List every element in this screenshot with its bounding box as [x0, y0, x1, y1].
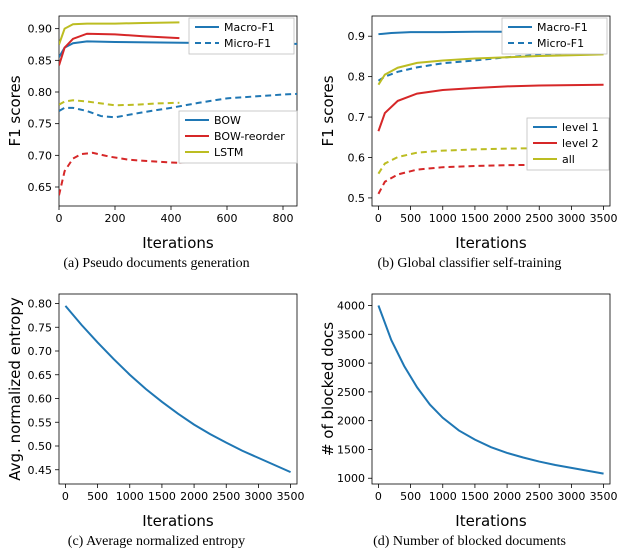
svg-text:# of blocked docs: # of blocked docs [319, 322, 337, 456]
chart-b: 0 500 1000 1500 2000 2500 3000 3500 0.5 0.6 0.7 0.8… [317, 6, 622, 254]
svg-text:0.70: 0.70 [28, 345, 53, 358]
svg-text:1500: 1500 [461, 490, 489, 503]
svg-text:1000: 1000 [429, 490, 457, 503]
svg-text:BOW-reorder: BOW-reorder [214, 130, 285, 143]
svg-text:2000: 2000 [337, 415, 365, 428]
svg-text:Macro-F1: Macro-F1 [537, 21, 588, 34]
svg-text:500: 500 [87, 490, 108, 503]
panel-c: 0 500 1000 1500 2000 2500 3000 3500 0.45 0.50 0.55… [0, 278, 313, 556]
svg-text:1000: 1000 [116, 490, 144, 503]
svg-text:200: 200 [105, 212, 126, 225]
svg-text:0.75: 0.75 [28, 321, 53, 334]
svg-text:0: 0 [56, 212, 63, 225]
caption-a: (a) Pseudo documents generation [4, 256, 309, 272]
svg-text:Iterations: Iterations [455, 234, 527, 252]
svg-text:2500: 2500 [525, 212, 553, 225]
svg-text:LSTM: LSTM [214, 146, 243, 159]
svg-text:0.80: 0.80 [28, 86, 53, 99]
svg-text:0.65: 0.65 [28, 369, 53, 382]
svg-text:0.45: 0.45 [28, 464, 53, 477]
svg-text:2000: 2000 [493, 490, 521, 503]
svg-text:0.60: 0.60 [28, 393, 53, 406]
svg-text:Macro-F1: Macro-F1 [224, 21, 275, 34]
svg-text:0.5: 0.5 [348, 192, 366, 205]
svg-text:0.70: 0.70 [28, 149, 53, 162]
svg-text:3000: 3000 [557, 490, 585, 503]
svg-text:Micro-F1: Micro-F1 [537, 37, 584, 50]
svg-text:3500: 3500 [590, 490, 618, 503]
svg-text:500: 500 [400, 212, 421, 225]
chart-a: 0 200 400 600 800 0.65 0.70 0.75 0.80 0.85 0.90 Ite… [4, 6, 309, 254]
svg-text:0.80: 0.80 [28, 298, 53, 311]
svg-text:0.85: 0.85 [28, 54, 53, 67]
svg-text:3500: 3500 [277, 490, 305, 503]
chart-d: 0 500 1000 1500 2000 2500 3000 3500 1000 1500 2000… [317, 284, 622, 532]
svg-text:1500: 1500 [461, 212, 489, 225]
svg-text:0.55: 0.55 [28, 416, 53, 429]
svg-text:2000: 2000 [180, 490, 208, 503]
svg-text:Avg. normalized entropy: Avg. normalized entropy [6, 297, 24, 481]
svg-text:0: 0 [62, 490, 69, 503]
svg-text:0.75: 0.75 [28, 118, 53, 131]
svg-text:0.6: 0.6 [348, 151, 366, 164]
svg-text:0.65: 0.65 [28, 181, 53, 194]
svg-text:3500: 3500 [590, 212, 618, 225]
svg-text:level 2: level 2 [562, 137, 599, 150]
svg-text:1500: 1500 [337, 443, 365, 456]
svg-text:2500: 2500 [337, 386, 365, 399]
panel-a: 0 200 400 600 800 0.65 0.70 0.75 0.80 0.85 0.90 Ite… [0, 0, 313, 278]
svg-text:3000: 3000 [337, 357, 365, 370]
svg-text:0: 0 [375, 490, 382, 503]
svg-text:0.8: 0.8 [348, 71, 366, 84]
panel-b: 0 500 1000 1500 2000 2500 3000 3500 0.5 0.6 0.7 0.8… [313, 0, 626, 278]
svg-text:F1 scores: F1 scores [319, 75, 337, 146]
svg-text:400: 400 [161, 212, 182, 225]
chart-c: 0 500 1000 1500 2000 2500 3000 3500 0.45 0.50 0.55… [4, 284, 309, 532]
svg-text:0.90: 0.90 [28, 23, 53, 36]
caption-c: (c) Average normalized entropy [4, 534, 309, 550]
svg-text:all: all [562, 153, 575, 166]
panel-d: 0 500 1000 1500 2000 2500 3000 3500 1000 1500 2000… [313, 278, 626, 556]
svg-text:2000: 2000 [493, 212, 521, 225]
svg-text:4000: 4000 [337, 300, 365, 313]
svg-text:BOW: BOW [214, 114, 241, 127]
svg-text:2500: 2500 [525, 490, 553, 503]
caption-b: (b) Global classifier self-training [317, 256, 622, 272]
svg-text:level 1: level 1 [562, 121, 599, 134]
svg-text:2500: 2500 [212, 490, 240, 503]
svg-text:600: 600 [217, 212, 238, 225]
svg-text:3000: 3000 [557, 212, 585, 225]
svg-text:Iterations: Iterations [455, 512, 527, 530]
svg-text:Iterations: Iterations [142, 512, 214, 530]
svg-text:1000: 1000 [337, 472, 365, 485]
svg-text:3500: 3500 [337, 328, 365, 341]
svg-text:0: 0 [375, 212, 382, 225]
svg-text:0.9: 0.9 [348, 30, 366, 43]
svg-text:Micro-F1: Micro-F1 [224, 37, 271, 50]
caption-d: (d) Number of blocked documents [317, 534, 622, 550]
svg-text:F1 scores: F1 scores [6, 75, 24, 146]
svg-text:Iterations: Iterations [142, 234, 214, 252]
svg-text:0.50: 0.50 [28, 440, 53, 453]
svg-text:800: 800 [273, 212, 294, 225]
svg-text:1000: 1000 [429, 212, 457, 225]
svg-text:1500: 1500 [148, 490, 176, 503]
svg-text:0.7: 0.7 [348, 111, 366, 124]
svg-text:3000: 3000 [244, 490, 272, 503]
svg-text:500: 500 [400, 490, 421, 503]
